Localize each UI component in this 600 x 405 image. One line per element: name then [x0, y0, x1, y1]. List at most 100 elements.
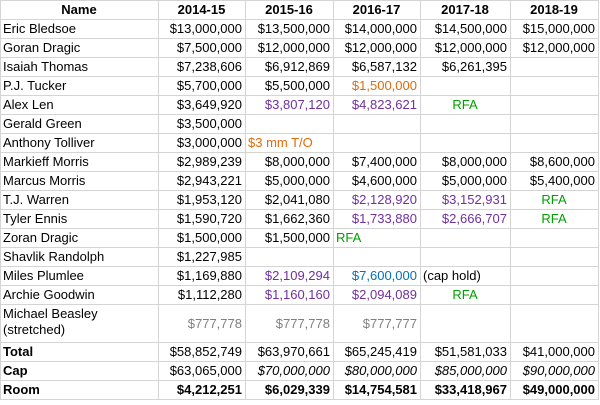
salary-cell[interactable]: $1,500,000 — [333, 76, 421, 96]
room-cell[interactable]: $33,418,967 — [420, 380, 511, 400]
salary-cell[interactable]: $5,000,000 — [245, 171, 334, 191]
salary-cell[interactable] — [510, 76, 599, 96]
rfa-cell[interactable]: RFA — [420, 285, 511, 305]
salary-cell[interactable] — [420, 76, 511, 96]
salary-cell[interactable]: $12,000,000 — [510, 38, 599, 58]
team-option-cell[interactable]: $3 mm T/O — [245, 133, 334, 153]
total-label[interactable]: Total — [0, 342, 159, 362]
salary-cell[interactable]: $8,000,000 — [245, 152, 334, 172]
salary-cell[interactable]: $7,500,000 — [158, 38, 246, 58]
salary-cell[interactable]: $1,160,160 — [245, 285, 334, 305]
header-2018-19[interactable]: 2018-19 — [510, 0, 599, 20]
player-name[interactable]: Marcus Morris — [0, 171, 159, 191]
salary-cell[interactable]: $1,169,880 — [158, 266, 246, 286]
room-label[interactable]: Room — [0, 380, 159, 400]
cap-cell[interactable]: $90,000,000 — [510, 361, 599, 381]
header-2017-18[interactable]: 2017-18 — [420, 0, 511, 20]
total-cell[interactable]: $51,581,033 — [420, 342, 511, 362]
header-2016-17[interactable]: 2016-17 — [333, 0, 421, 20]
salary-cell[interactable]: $2,989,239 — [158, 152, 246, 172]
salary-cell[interactable]: $5,400,000 — [510, 171, 599, 191]
salary-cell[interactable]: $13,000,000 — [158, 19, 246, 39]
cap-cell[interactable]: $85,000,000 — [420, 361, 511, 381]
salary-cell[interactable] — [510, 285, 599, 305]
player-name[interactable]: Archie Goodwin — [0, 285, 159, 305]
rfa-cell[interactable]: RFA — [510, 209, 599, 229]
salary-cell[interactable] — [510, 247, 599, 267]
total-cell[interactable]: $58,852,749 — [158, 342, 246, 362]
salary-cell[interactable]: $5,700,000 — [158, 76, 246, 96]
salary-cell[interactable]: $2,094,089 — [333, 285, 421, 305]
salary-cell[interactable]: $2,666,707 — [420, 209, 511, 229]
salary-cell[interactable]: $8,000,000 — [420, 152, 511, 172]
salary-cell[interactable]: $3,807,120 — [245, 95, 334, 115]
header-2015-16[interactable]: 2015-16 — [245, 0, 334, 20]
header-2014-15[interactable]: 2014-15 — [158, 0, 246, 20]
cap-hold-cell[interactable]: (cap hold) — [420, 266, 511, 286]
salary-cell[interactable] — [510, 133, 599, 153]
salary-cell[interactable]: $1,227,985 — [158, 247, 246, 267]
salary-cell[interactable]: $1,662,360 — [245, 209, 334, 229]
room-cell[interactable]: $4,212,251 — [158, 380, 246, 400]
player-name[interactable]: Tyler Ennis — [0, 209, 159, 229]
cap-cell[interactable]: $80,000,000 — [333, 361, 421, 381]
total-cell[interactable]: $41,000,000 — [510, 342, 599, 362]
salary-cell[interactable]: $4,823,621 — [333, 95, 421, 115]
player-name[interactable]: T.J. Warren — [0, 190, 159, 210]
salary-cell[interactable] — [245, 114, 334, 134]
player-name[interactable]: Eric Bledsoe — [0, 19, 159, 39]
salary-cell[interactable]: $5,500,000 — [245, 76, 334, 96]
salary-cell[interactable]: $12,000,000 — [245, 38, 334, 58]
player-name[interactable]: P.J. Tucker — [0, 76, 159, 96]
player-name[interactable]: Markieff Morris — [0, 152, 159, 172]
rfa-cell[interactable]: RFA — [420, 95, 511, 115]
salary-cell[interactable] — [420, 114, 511, 134]
header-name[interactable]: Name — [0, 0, 159, 20]
salary-cell[interactable]: $777,778 — [245, 304, 334, 343]
salary-cell[interactable] — [510, 304, 599, 343]
salary-cell[interactable] — [420, 133, 511, 153]
salary-cell[interactable]: $1,500,000 — [158, 228, 246, 248]
player-name[interactable]: Shavlik Randolph — [0, 247, 159, 267]
salary-cell[interactable]: $1,112,280 — [158, 285, 246, 305]
player-name[interactable]: Goran Dragic — [0, 38, 159, 58]
salary-cell[interactable]: $2,943,221 — [158, 171, 246, 191]
salary-cell[interactable]: $15,000,000 — [510, 19, 599, 39]
room-cell[interactable]: $14,754,581 — [333, 380, 421, 400]
salary-cell[interactable]: $2,128,920 — [333, 190, 421, 210]
salary-cell[interactable] — [510, 114, 599, 134]
salary-cell[interactable]: $14,500,000 — [420, 19, 511, 39]
salary-cell[interactable]: $3,152,931 — [420, 190, 511, 210]
salary-cell[interactable]: $4,600,000 — [333, 171, 421, 191]
player-name[interactable]: Isaiah Thomas — [0, 57, 159, 77]
salary-cell[interactable]: $6,261,395 — [420, 57, 511, 77]
salary-cell[interactable]: $3,500,000 — [158, 114, 246, 134]
total-cell[interactable]: $63,970,661 — [245, 342, 334, 362]
salary-cell[interactable] — [510, 57, 599, 77]
salary-cell[interactable]: $3,000,000 — [158, 133, 246, 153]
rfa-cell[interactable]: RFA — [510, 190, 599, 210]
salary-cell[interactable]: $1,733,880 — [333, 209, 421, 229]
cap-label[interactable]: Cap — [0, 361, 159, 381]
cap-cell[interactable]: $63,065,000 — [158, 361, 246, 381]
salary-cell[interactable]: $2,041,080 — [245, 190, 334, 210]
salary-cell[interactable]: $7,238,606 — [158, 57, 246, 77]
salary-cell[interactable]: $1,590,720 — [158, 209, 246, 229]
salary-cell[interactable]: $12,000,000 — [333, 38, 421, 58]
player-name[interactable]: Alex Len — [0, 95, 159, 115]
salary-cell[interactable]: $3,649,920 — [158, 95, 246, 115]
player-name[interactable]: Michael Beasley (stretched) — [0, 304, 159, 343]
salary-cell[interactable] — [510, 95, 599, 115]
salary-cell[interactable] — [510, 228, 599, 248]
salary-cell[interactable]: $6,587,132 — [333, 57, 421, 77]
player-name[interactable]: Miles Plumlee — [0, 266, 159, 286]
salary-cell[interactable] — [420, 304, 511, 343]
salary-cell[interactable] — [333, 133, 421, 153]
cap-cell[interactable]: $70,000,000 — [245, 361, 334, 381]
salary-cell[interactable]: $1,953,120 — [158, 190, 246, 210]
salary-cell[interactable]: $2,109,294 — [245, 266, 334, 286]
salary-cell[interactable]: $6,912,869 — [245, 57, 334, 77]
salary-cell[interactable] — [333, 247, 421, 267]
salary-cell[interactable]: $8,600,000 — [510, 152, 599, 172]
room-cell[interactable]: $6,029,339 — [245, 380, 334, 400]
